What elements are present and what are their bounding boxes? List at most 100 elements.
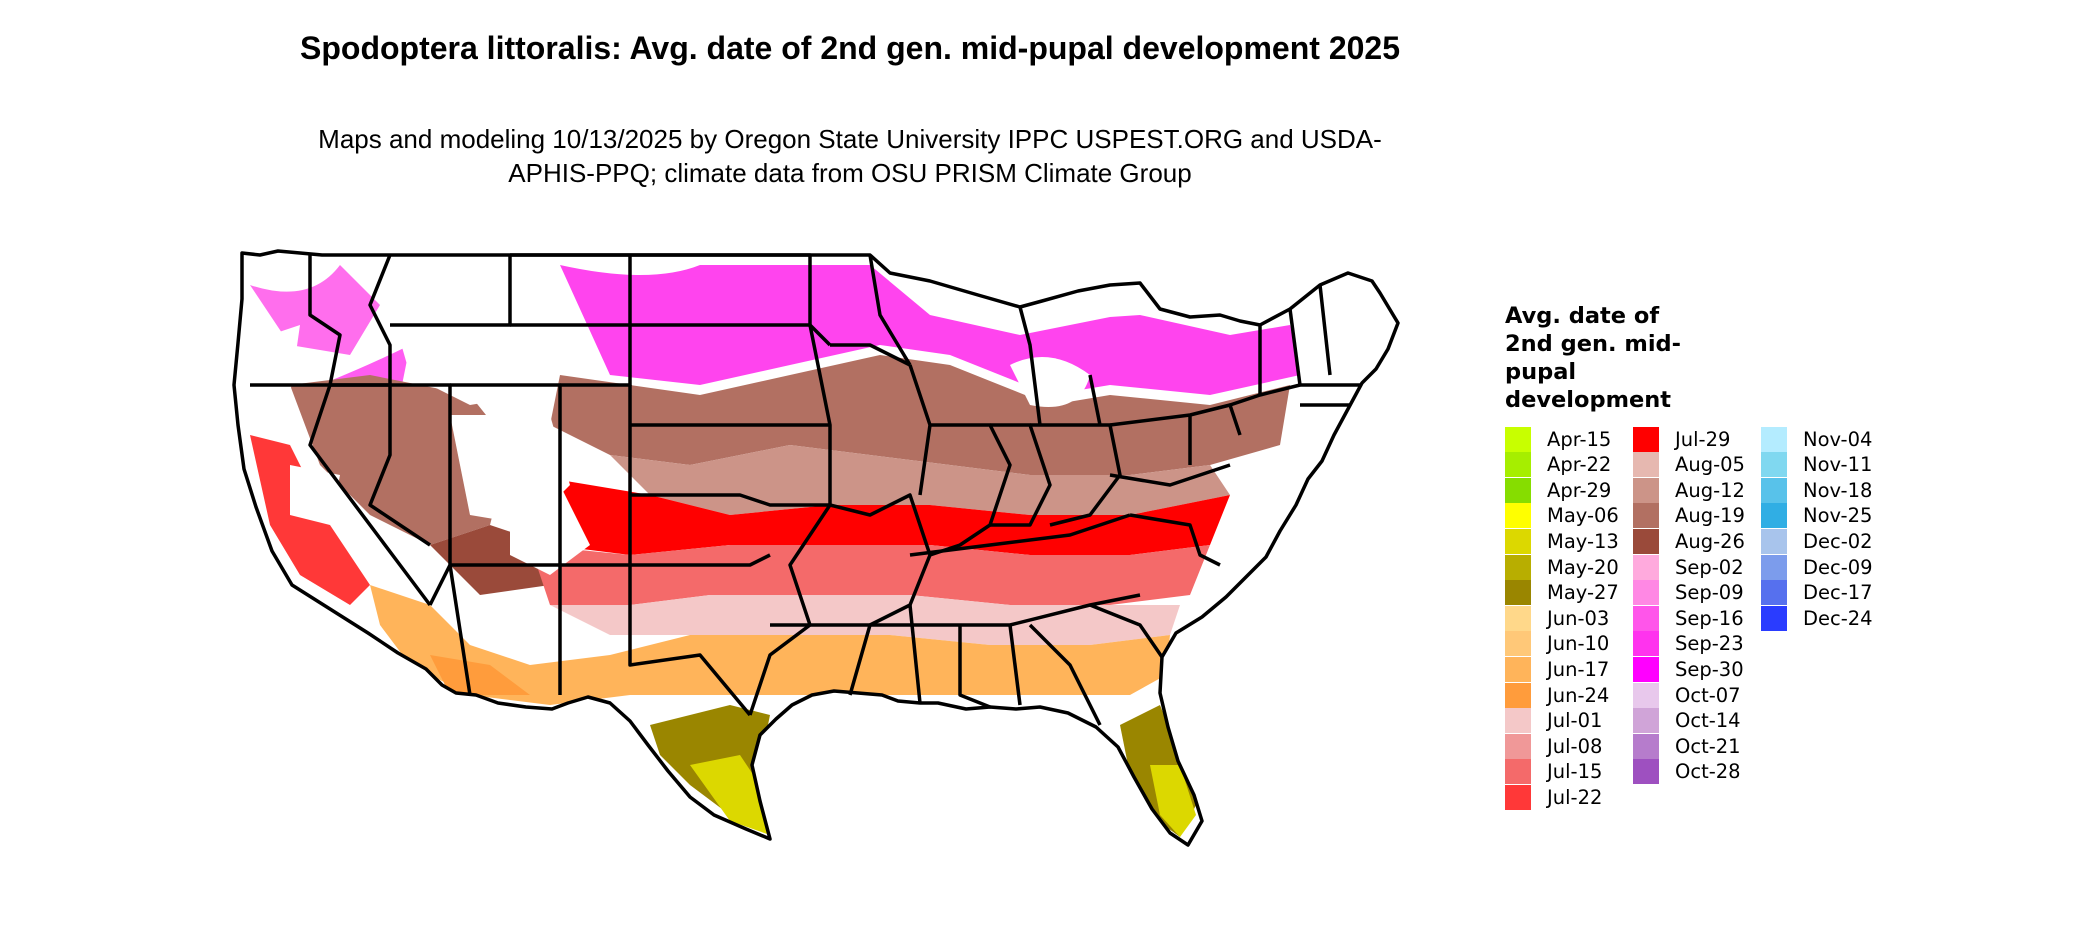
- legend-swatch: [1505, 733, 1531, 759]
- legend-item: Jun-03: [1505, 605, 1609, 631]
- legend-label: Jul-22: [1547, 785, 1603, 809]
- legend-swatch: [1505, 784, 1531, 810]
- legend-swatch: [1505, 682, 1531, 708]
- legend-swatch: [1633, 477, 1659, 503]
- legend-swatch: [1761, 503, 1787, 529]
- legend-label: Apr-15: [1547, 427, 1612, 451]
- legend-swatch: [1633, 528, 1659, 554]
- legend-label: Nov-04: [1803, 427, 1873, 451]
- legend-swatch: [1633, 605, 1659, 631]
- legend-swatch: [1633, 426, 1659, 452]
- us-development-map: [232, 249, 1400, 847]
- legend-item: Jul-01: [1505, 708, 1602, 734]
- legend-swatch: [1633, 452, 1659, 478]
- legend-item: Jun-24: [1505, 682, 1609, 708]
- legend-swatch: [1505, 528, 1531, 554]
- legend-swatch: [1633, 733, 1659, 759]
- legend-item: Sep-16: [1633, 605, 1744, 631]
- legend-label: Sep-09: [1675, 581, 1744, 605]
- legend-swatch: [1505, 580, 1531, 606]
- legend-label: May-20: [1547, 555, 1619, 579]
- legend-item: Sep-23: [1633, 631, 1744, 657]
- legend-label: Nov-18: [1803, 478, 1873, 502]
- legend-item: Oct-28: [1633, 759, 1741, 785]
- legend-label: Dec-02: [1803, 529, 1873, 553]
- map-subtitle: Maps and modeling 10/13/2025 by Oregon S…: [318, 124, 1382, 188]
- legend-swatch: [1633, 503, 1659, 529]
- legend-swatch: [1761, 580, 1787, 606]
- legend-swatch: [1761, 554, 1787, 580]
- legend-label: Oct-14: [1675, 709, 1741, 733]
- legend-item: Jul-15: [1505, 759, 1602, 785]
- legend-swatch: [1505, 554, 1531, 580]
- legend-swatch: [1761, 477, 1787, 503]
- legend-item: Nov-18: [1761, 477, 1872, 503]
- legend-label: Oct-28: [1675, 760, 1741, 784]
- legend-label: Sep-30: [1675, 657, 1744, 681]
- legend-swatch: [1505, 477, 1531, 503]
- legend-item: May-06: [1505, 503, 1619, 529]
- legend-label: Jul-29: [1675, 427, 1731, 451]
- legend-label: Sep-16: [1675, 606, 1744, 630]
- legend-label: Jun-17: [1547, 657, 1610, 681]
- legend-item: Dec-09: [1761, 554, 1873, 580]
- legend-label: Jun-10: [1547, 632, 1610, 656]
- legend-swatch: [1505, 452, 1531, 478]
- legend-item: May-27: [1505, 580, 1619, 606]
- legend-swatch: [1505, 503, 1531, 529]
- legend-item: Oct-07: [1633, 682, 1741, 708]
- legend-item: Aug-05: [1633, 452, 1745, 478]
- legend-swatch: [1505, 708, 1531, 734]
- legend-label: Dec-24: [1803, 606, 1873, 630]
- legend-label: Oct-21: [1675, 734, 1741, 758]
- legend-label: Nov-25: [1803, 504, 1873, 528]
- legend-label: Jun-03: [1547, 606, 1610, 630]
- map-title: Spodoptera littoralis: Avg. date of 2nd …: [300, 30, 1400, 66]
- legend-swatch: [1761, 528, 1787, 554]
- legend-swatch: [1761, 452, 1787, 478]
- legend-item: Jul-08: [1505, 733, 1602, 759]
- legend-swatch: [1761, 605, 1787, 631]
- legend-item: Dec-24: [1761, 605, 1873, 631]
- legend: Avg. date of 2nd gen. mid-pupal developm…: [1505, 302, 1905, 946]
- legend-swatch: [1633, 708, 1659, 734]
- legend-item: Dec-17: [1761, 580, 1873, 606]
- legend-item: Sep-02: [1633, 554, 1744, 580]
- legend-item: Dec-02: [1761, 528, 1873, 554]
- legend-label: Aug-12: [1675, 478, 1745, 502]
- legend-item: Jun-10: [1505, 631, 1609, 657]
- legend-title: Avg. date of 2nd gen. mid-pupal developm…: [1505, 303, 1681, 413]
- legend-item: Sep-30: [1633, 656, 1744, 682]
- legend-item: Apr-15: [1505, 426, 1611, 452]
- legend-label: Oct-07: [1675, 683, 1741, 707]
- legend-item: Apr-22: [1505, 452, 1611, 478]
- legend-label: Sep-02: [1675, 555, 1744, 579]
- legend-swatch: [1505, 605, 1531, 631]
- legend-label: Dec-17: [1803, 581, 1873, 605]
- legend-swatch: [1505, 426, 1531, 452]
- legend-label: Aug-26: [1675, 529, 1745, 553]
- legend-swatch: [1761, 426, 1787, 452]
- legend-label: May-27: [1547, 581, 1619, 605]
- legend-swatch: [1505, 759, 1531, 785]
- legend-item: May-13: [1505, 528, 1619, 554]
- legend-grid: Apr-15 Apr-22 Apr-29 May-06 May-13 May-20 May-…: [1505, 426, 1905, 946]
- legend-swatch: [1633, 554, 1659, 580]
- legend-item: Jun-17: [1505, 656, 1609, 682]
- legend-item: Sep-09: [1633, 580, 1744, 606]
- legend-swatch: [1505, 631, 1531, 657]
- legend-swatch: [1633, 682, 1659, 708]
- legend-item: Oct-14: [1633, 708, 1741, 734]
- legend-item: Oct-21: [1633, 733, 1741, 759]
- legend-item: Nov-04: [1761, 426, 1872, 452]
- legend-swatch: [1633, 656, 1659, 682]
- legend-label: May-13: [1547, 529, 1619, 553]
- legend-label: Apr-22: [1547, 453, 1612, 477]
- legend-item: Aug-26: [1633, 528, 1745, 554]
- legend-item: Nov-25: [1761, 503, 1872, 529]
- legend-label: Aug-19: [1675, 504, 1745, 528]
- legend-label: Jul-08: [1547, 734, 1603, 758]
- legend-label: Jun-24: [1547, 683, 1610, 707]
- legend-label: Jul-01: [1547, 709, 1603, 733]
- legend-item: Aug-12: [1633, 477, 1745, 503]
